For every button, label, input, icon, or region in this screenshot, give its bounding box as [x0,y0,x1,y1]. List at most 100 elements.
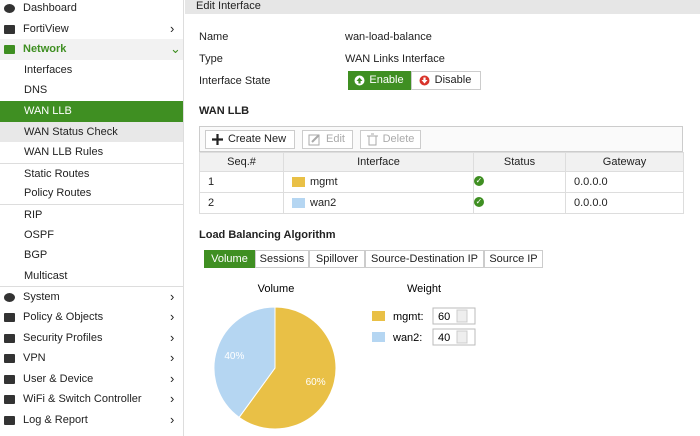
column-header: Seq.# [200,152,284,172]
cell-text: wan2 [310,197,337,209]
nav-item[interactable]: User & Device › [0,368,183,390]
nav-label: WAN Status Check [24,125,118,138]
nav-label: Policy Routes [24,187,92,200]
algorithm-tab[interactable]: Volume [204,250,255,268]
nav-label: Interfaces [24,63,73,76]
table: Seq.# Interface Status Gateway 1 mgmt ✓ 0.0.0.0… [199,152,684,214]
chevron: › [170,329,175,345]
status-icon: ✓ [474,197,484,207]
header-bar [185,0,700,14]
nav-icon [4,313,15,322]
section-title: Load Balancing Algorithm [199,229,336,241]
nav-item[interactable]: Dashboard [0,0,183,19]
delete-button[interactable]: Delete [360,130,421,149]
legend-swatch [372,311,385,321]
nav-item[interactable]: Static Routes [0,162,183,185]
nav-icon [4,293,15,303]
nav-item[interactable]: WAN LLB [0,101,183,122]
nav-icon [4,45,15,55]
algorithm-tab[interactable]: Spillover [309,250,365,268]
header-title: Edit Interface [196,0,261,12]
field-value: WAN Links Interface [345,53,445,65]
nav-item[interactable]: BGP [0,245,183,266]
chart-title: Volume [258,283,295,295]
table-cell: ✓ [474,193,566,214]
chevron: › [170,350,175,366]
table-cell: 0.0.0.0 [566,172,684,193]
button-text: Enable [369,74,404,86]
enable-button[interactable]: Enable [348,71,411,90]
nav-icon [4,4,15,13]
nav-label: WiFi & Switch Controller [23,393,142,406]
nav-item[interactable]: OSPF [0,224,183,246]
create-button[interactable]: Create New [205,130,295,149]
disable-button[interactable]: Disable [411,71,481,90]
nav-item[interactable]: WAN LLB Rules [0,142,183,163]
nav-item[interactable]: RIP [0,204,183,226]
spinner[interactable] [456,330,468,344]
edit-icon [308,134,320,146]
button-text: Create New [227,133,287,145]
nav-icon [4,395,15,405]
field-value: wan-load-balance [345,31,432,43]
chevron: › [170,370,175,386]
interface-swatch [292,198,305,208]
legend-swatch [372,332,385,342]
nav-item[interactable]: Policy & Objects › [0,307,183,328]
nav-icon [4,354,15,364]
spinner[interactable] [456,309,468,323]
column-header: Gateway [566,152,684,172]
nav-label: FortiView [23,22,69,35]
cell-text: 1 [208,176,215,188]
nav-icon [4,24,15,34]
nav-label: DNS [24,84,48,97]
plus-icon [212,134,223,145]
nav-item[interactable]: Policy Routes [0,183,183,204]
nav-icon [4,333,15,343]
field-label: Interface State [199,75,271,87]
nav-item[interactable]: WiFi & Switch Controller › [0,389,183,410]
nav-label: Network [23,43,67,56]
nav-item[interactable]: DNS [0,80,183,101]
section-title: WAN LLB [199,105,250,117]
nav-item[interactable]: Interfaces [0,59,183,81]
nav-label: WAN LLB Rules [24,146,104,159]
nav-label: User & Device [23,372,94,385]
nav-label: RIP [24,209,43,221]
nav-label: Dashboard [23,2,77,14]
nav-item[interactable]: Network ⌄ [0,39,183,60]
algorithm-tab[interactable]: Source IP [484,250,543,268]
button-text: Delete [382,133,415,145]
cell-text: 0.0.0.0 [574,197,608,209]
column-header: Status [474,152,566,172]
nav-label: OSPF [24,228,54,241]
nav-label: Log & Report [23,414,88,426]
nav-item[interactable]: Security Profiles › [0,327,183,349]
nav-item[interactable]: WAN Status Check [0,121,183,143]
status-icon: ✓ [474,176,484,186]
chevron: › [170,391,175,407]
nav-item[interactable]: Log & Report › [0,410,183,431]
nav-icon [4,416,15,425]
pie-slice [238,306,337,430]
nav-label: Static Routes [24,167,90,180]
nav-item[interactable]: VPN › [0,348,183,369]
nav-label: Security Profiles [23,331,103,344]
sidebar: Dashboard FortiView › Network ⌄ Interfaces DNS… [0,0,184,436]
chevron: › [170,289,175,305]
table-cell: mgmt [284,172,474,193]
algorithm-tab[interactable]: Source-Destination IP [365,250,484,268]
algorithm-tab[interactable]: Sessions [255,250,309,268]
slice-label: 60% [306,377,326,388]
nav-label: System [23,291,60,304]
nav-label: Multicast [24,269,68,282]
weight-value: 40 [438,332,450,344]
nav-item[interactable]: Multicast [0,265,183,287]
nav-item[interactable]: FortiView › [0,18,183,40]
chevron: ⌄ [170,41,181,57]
enable-icon [354,75,365,86]
nav-item[interactable]: System › [0,286,183,308]
delete-icon [367,133,378,146]
legend-title: Weight [407,283,441,295]
edit-button[interactable]: Edit [302,130,353,149]
